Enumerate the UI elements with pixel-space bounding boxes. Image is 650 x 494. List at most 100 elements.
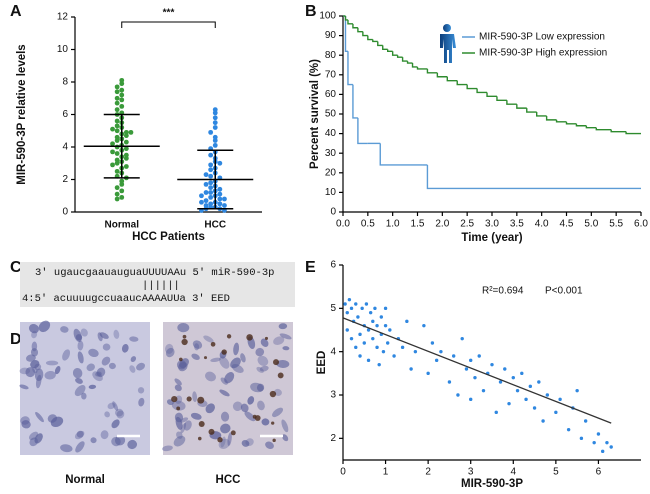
survival-step <box>347 19 353 25</box>
data-point <box>347 297 352 302</box>
nucleus <box>230 357 241 369</box>
y-tick-label: 30 <box>325 148 337 159</box>
nucleus <box>86 363 95 372</box>
nucleus <box>173 435 186 447</box>
survival-step <box>575 123 587 127</box>
data-point <box>554 410 558 415</box>
data-point <box>343 302 347 306</box>
data-point <box>222 203 227 208</box>
y-tick-label: 100 <box>319 11 336 22</box>
nucleus <box>38 320 51 333</box>
data-point <box>490 362 494 367</box>
data-point <box>217 191 223 197</box>
y-tick-label: 80 <box>325 50 337 61</box>
nucleus <box>191 353 200 360</box>
data-point <box>114 123 120 129</box>
nucleus <box>129 365 136 373</box>
data-point <box>123 146 129 152</box>
pairing: |||||| <box>142 280 180 292</box>
stained-nucleus <box>203 356 208 360</box>
stained-nucleus <box>277 372 284 379</box>
data-point <box>422 323 426 328</box>
nucleus <box>231 364 244 373</box>
y-tick-label: 2 <box>330 433 336 444</box>
data-point <box>114 160 120 166</box>
data-point <box>392 354 396 358</box>
x-axis-label: HCC Patients <box>132 231 205 243</box>
stained-nucleus <box>273 359 280 366</box>
survival-step <box>466 84 478 90</box>
survival-step <box>536 112 547 117</box>
nucleus <box>111 419 120 429</box>
data-point <box>119 181 125 187</box>
survival-step <box>506 100 517 105</box>
data-point <box>110 141 115 147</box>
stained-nucleus <box>246 334 253 341</box>
data-point <box>114 144 120 150</box>
significance: *** <box>163 8 175 19</box>
data-point <box>426 371 430 376</box>
data-point <box>128 129 134 135</box>
survival-step <box>382 45 388 51</box>
survival-step <box>387 49 393 52</box>
x-tick-label: 3 <box>468 467 474 478</box>
data-point <box>208 185 214 191</box>
nucleus <box>227 432 232 446</box>
target-sequence: 4:5' acuuuugccuaaucAAAAUUa 3' EED <box>22 293 230 305</box>
survival-step <box>436 72 448 78</box>
nucleus <box>34 433 43 444</box>
nucleus <box>219 356 230 369</box>
nucleus <box>282 346 290 351</box>
survival-step <box>406 61 413 64</box>
data-point <box>123 155 129 161</box>
nucleus <box>81 392 87 400</box>
nucleus <box>281 419 289 433</box>
nucleus <box>108 362 116 370</box>
data-point <box>464 367 469 371</box>
stained-nucleus <box>264 336 269 340</box>
survival-step <box>352 84 358 119</box>
nucleus <box>137 387 145 394</box>
nucleus <box>205 371 216 382</box>
error-bar <box>197 149 234 210</box>
data-point <box>354 302 358 306</box>
data-point <box>208 194 214 200</box>
data-point <box>524 397 528 402</box>
nucleus <box>62 349 71 361</box>
nucleus <box>30 360 40 369</box>
image-label: Normal <box>65 474 105 486</box>
x-tick-label: 2.5 <box>460 219 474 230</box>
nucleus <box>21 420 31 429</box>
y-tick-label: 0 <box>330 207 336 218</box>
data-point <box>203 190 209 195</box>
data-point <box>579 436 584 441</box>
stained-nucleus <box>272 438 276 443</box>
y-tick-label: 3 <box>330 390 336 401</box>
y-tick-label: 4 <box>330 346 336 357</box>
nucleus <box>30 348 39 357</box>
nucleus <box>75 441 85 453</box>
y-tick-label: 5 <box>330 303 336 314</box>
letter: A <box>10 3 22 20</box>
nucleus <box>90 437 97 444</box>
survival-step <box>565 121 577 125</box>
nucleus <box>77 351 84 364</box>
y-tick-label: 90 <box>325 30 337 41</box>
x-tick-label: 5.5 <box>609 219 623 230</box>
nucleus <box>31 330 38 339</box>
nucleus <box>276 359 290 368</box>
nucleus <box>77 340 84 351</box>
survival-step <box>426 68 438 74</box>
data-point <box>208 180 214 186</box>
p-value: P<0.001 <box>545 286 583 297</box>
data-point <box>375 323 379 328</box>
nucleus <box>232 401 243 411</box>
data-point <box>386 341 390 345</box>
y-tick-label: 20 <box>325 167 337 178</box>
stained-nucleus <box>179 357 183 362</box>
y-tick-label: 10 <box>57 44 69 55</box>
data-point <box>208 152 214 158</box>
nucleus <box>121 343 129 353</box>
data-point <box>212 110 218 116</box>
data-point <box>532 406 537 410</box>
